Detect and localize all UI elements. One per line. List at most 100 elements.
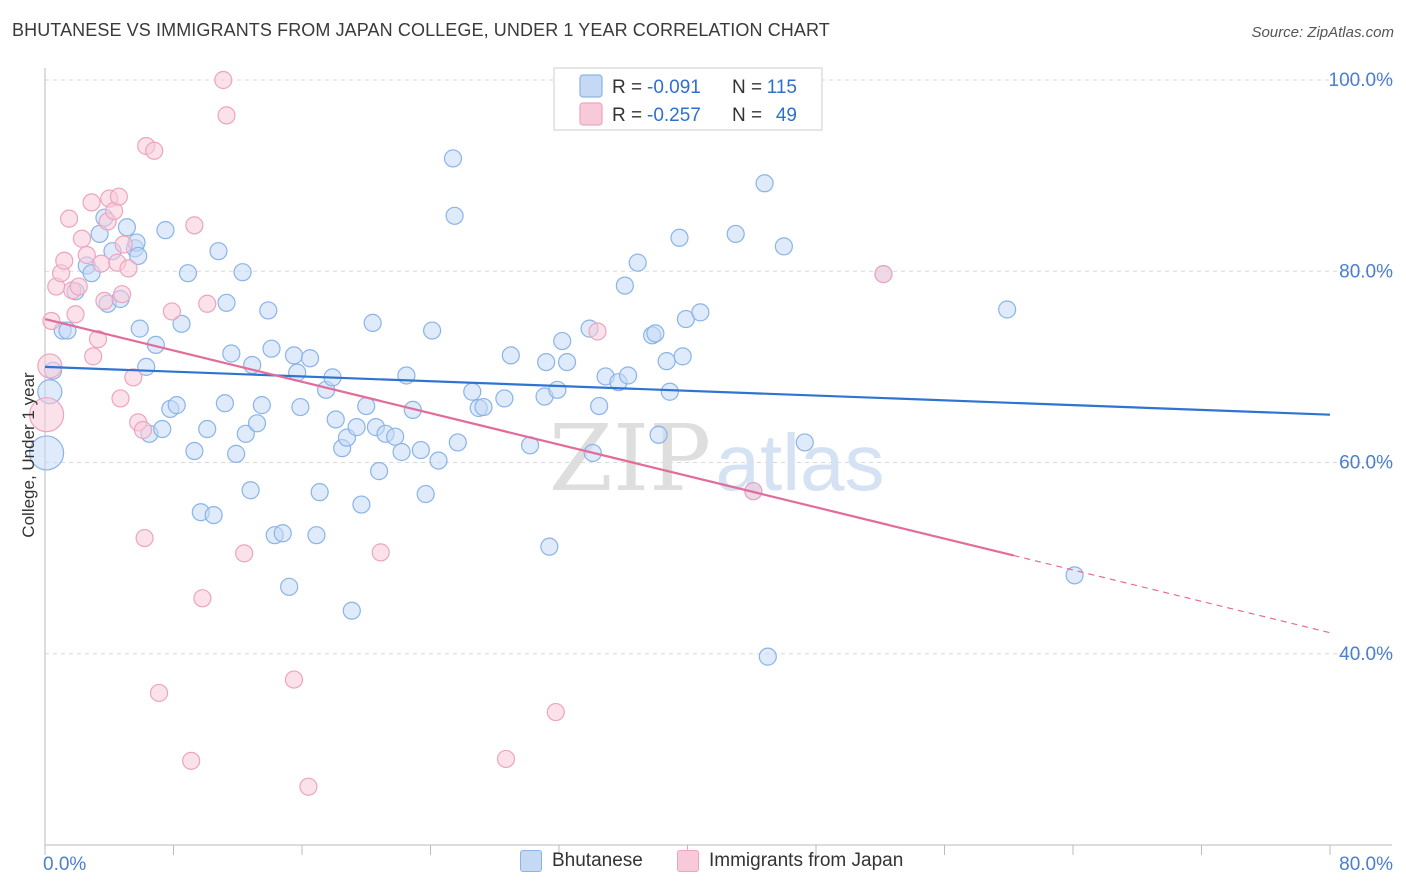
data-point: [247, 414, 267, 433]
legend-label-bhutanese: Bhutanese: [552, 850, 643, 871]
data-point: [84, 347, 103, 366]
data-point: [726, 224, 745, 244]
y-tick-label: 80.0%: [1339, 261, 1393, 282]
data-point: [72, 229, 92, 248]
trend-line-dashed-1: [1013, 554, 1331, 634]
data-point: [370, 462, 389, 481]
data-point: [262, 339, 281, 358]
legend-label-japan: Immigrants from Japan: [709, 850, 904, 871]
data-point: [82, 193, 101, 212]
watermark-atlas: atlas: [716, 418, 885, 507]
data-point: [88, 330, 108, 349]
data-point: [386, 427, 405, 446]
data-point: [117, 218, 137, 237]
data-point: [588, 322, 607, 341]
data-point: [537, 352, 556, 372]
legend-item-japan[interactable]: Immigrants from Japan: [677, 850, 903, 872]
data-point: [185, 441, 204, 461]
data-point: [546, 702, 565, 722]
stats-r-label: R =: [612, 77, 642, 98]
data-point: [241, 481, 260, 500]
legend-swatch-japan: [677, 850, 699, 872]
data-point: [326, 410, 345, 429]
stats-r-value: -0.257: [647, 105, 701, 126]
data-point: [130, 319, 149, 338]
data-point: [501, 346, 520, 365]
data-point: [235, 544, 254, 563]
data-point: [342, 601, 361, 620]
data-point: [119, 259, 138, 278]
data-point: [615, 276, 634, 295]
data-point: [217, 106, 236, 125]
data-point: [37, 353, 63, 379]
data-point: [443, 149, 463, 168]
grid-lines: [45, 79, 1392, 655]
data-point: [646, 324, 665, 343]
data-point: [114, 235, 133, 254]
data-point: [291, 397, 310, 417]
bottom-legend: Bhutanese Immigrants from Japan: [0, 850, 1406, 880]
data-point: [204, 505, 223, 525]
data-point: [29, 435, 65, 471]
data-point: [553, 331, 572, 351]
data-point: [300, 349, 320, 368]
data-point: [129, 246, 148, 266]
data-point: [252, 396, 271, 415]
data-point: [660, 382, 679, 401]
data-point: [670, 228, 689, 247]
legend-swatch-bhutanese: [520, 850, 542, 872]
data-point: [618, 366, 638, 385]
watermark-zip: ZIP: [549, 405, 711, 512]
data-point: [998, 300, 1017, 319]
data-point: [178, 264, 198, 283]
data-point: [352, 495, 371, 514]
data-point: [755, 174, 774, 193]
data-point: [357, 396, 376, 416]
data-point: [149, 683, 169, 703]
chart-title: BHUTANESE VS IMMIGRANTS FROM JAPAN COLLE…: [12, 20, 830, 40]
data-point: [649, 425, 668, 444]
trend-line-0: [44, 365, 1331, 416]
data-point: [92, 254, 111, 273]
trend-line-1: [44, 317, 1014, 557]
data-point: [227, 444, 246, 463]
data-point: [363, 313, 382, 332]
data-point: [758, 647, 777, 666]
data-point: [217, 293, 236, 312]
data-point: [347, 418, 366, 437]
data-point: [193, 589, 212, 608]
data-point: [284, 346, 304, 365]
data-point: [557, 352, 577, 372]
stats-n-value: 49: [776, 105, 797, 126]
data-point: [198, 419, 217, 439]
legend-item-bhutanese[interactable]: Bhutanese: [520, 850, 643, 872]
data-point: [167, 396, 186, 415]
data-point: [673, 347, 692, 366]
data-point: [411, 440, 430, 460]
series-japan-points: [29, 70, 893, 796]
data-point: [496, 749, 516, 769]
data-point: [172, 314, 191, 333]
data-point: [233, 263, 252, 282]
data-point: [162, 302, 181, 321]
data-point: [540, 537, 559, 556]
data-point: [214, 70, 233, 90]
x-tick-label: 80.0%: [1339, 854, 1393, 875]
data-point: [215, 394, 234, 413]
data-point: [109, 187, 128, 206]
data-point: [198, 294, 217, 313]
data-point: [69, 277, 88, 296]
y-tick-label: 40.0%: [1339, 644, 1393, 665]
data-point: [222, 344, 241, 363]
data-point: [590, 396, 609, 416]
data-point: [307, 526, 326, 545]
data-point: [55, 251, 74, 270]
data-point: [111, 389, 130, 408]
data-point: [371, 543, 390, 562]
data-point: [156, 221, 175, 240]
stats-legend: R = -0.091 N = 115 R = -0.257 N = 49: [553, 67, 823, 131]
data-point: [77, 245, 96, 265]
data-point: [259, 301, 278, 320]
y-tick-label: 100.0%: [1329, 70, 1394, 91]
